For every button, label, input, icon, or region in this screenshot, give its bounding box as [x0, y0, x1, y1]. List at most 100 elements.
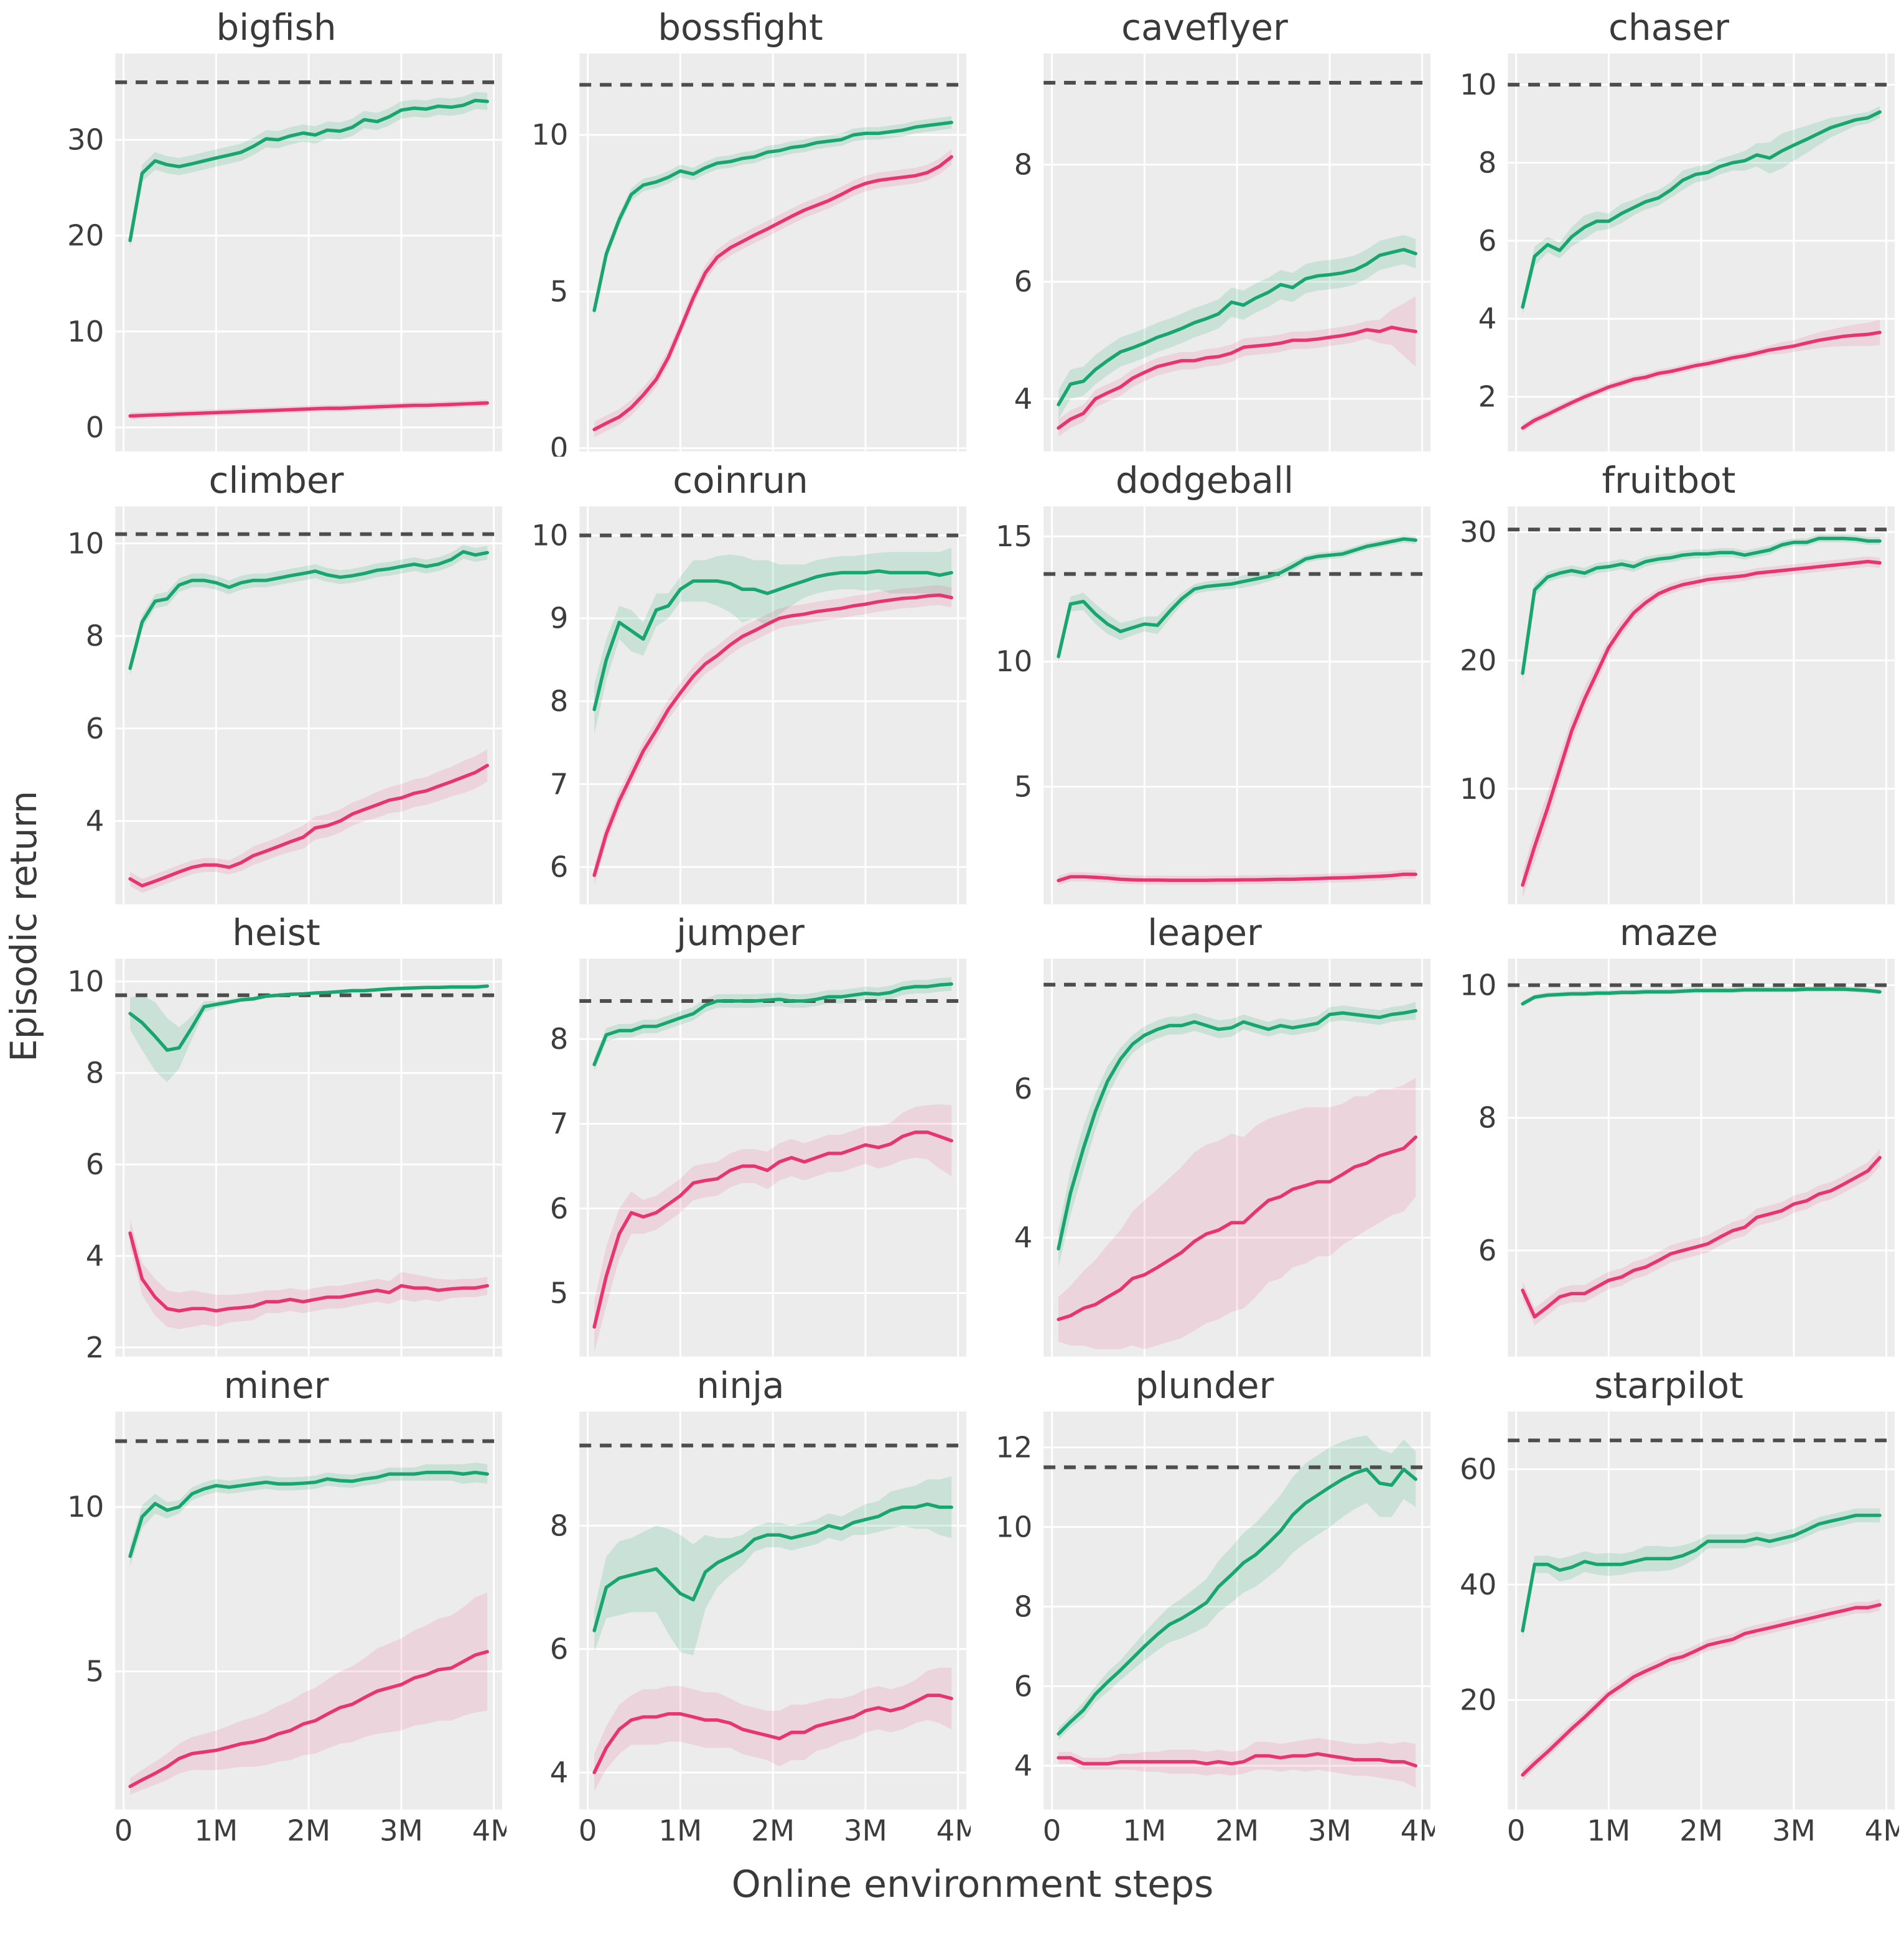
- y-tick-label: 8: [1478, 146, 1497, 180]
- subplot-canvas-maze: 6 8 10: [1460, 959, 1895, 1357]
- pink-series-line: [1057, 872, 1417, 882]
- green-series-line: [1521, 987, 1882, 1006]
- subplot-title: bigfish: [216, 6, 337, 49]
- subplot-title: ninja: [696, 1364, 785, 1407]
- green-series-line: [592, 982, 953, 1066]
- y-tick-label: 8: [86, 1057, 105, 1091]
- green-series-line: [1521, 110, 1882, 309]
- y-tick-label: 30: [1460, 516, 1496, 549]
- y-axis-label: Episodic return: [2, 791, 45, 1062]
- x-tick-label: 4M: [1401, 1814, 1435, 1848]
- subplot-title: coinrun: [673, 459, 808, 501]
- subplot-climber: climber 4 6 8 10: [46, 457, 506, 910]
- subplot-title: climber: [208, 459, 344, 501]
- y-tick-label: 5: [1014, 770, 1033, 804]
- pink-series-line: [1521, 1603, 1882, 1777]
- x-tick-label: 2M: [1679, 1814, 1723, 1848]
- subplot-canvas-starpilot: 20 40 60 0 1M 2M 3M 4M: [1460, 1411, 1899, 1848]
- y-tick-label: 4: [1478, 302, 1497, 336]
- green-confidence-band: [1058, 235, 1416, 419]
- y-tick-label: 10: [1460, 772, 1496, 806]
- x-tick-label: 2M: [1215, 1814, 1259, 1848]
- subplot-canvas-miner: 5 10 0 1M 2M 3M 4M: [67, 1411, 506, 1848]
- y-tick-label: 6: [1478, 225, 1497, 258]
- subplot-canvas-plunder: 4 6 8 10 12 0 1M 2M 3M 4M: [996, 1411, 1435, 1848]
- pink-series-line: [592, 155, 953, 432]
- x-tick-label: 1M: [1122, 1814, 1166, 1848]
- subplot-leaper: leaper 4 6: [974, 909, 1435, 1362]
- green-series-line: [1521, 1513, 1882, 1632]
- y-tick-label: 40: [1460, 1568, 1496, 1602]
- subplot-grid: bigfish 0 10 20 30 bossfight 0 5 10 caveflyer 4 6 8 c…: [46, 4, 1899, 1849]
- pink-series-line: [128, 763, 489, 888]
- subplot-heist: heist 2 4 6 8 10: [46, 909, 506, 1362]
- y-tick-label: 10: [67, 527, 104, 561]
- y-tick-label: 10: [67, 966, 104, 999]
- y-tick-label: 10: [531, 119, 568, 152]
- x-tick-label: 1M: [194, 1814, 238, 1848]
- green-series-line: [1057, 248, 1417, 407]
- subplot-title: heist: [232, 911, 320, 954]
- subplot-starpilot: starpilot 20 40 60 0 1M 2M 3M 4M: [1439, 1362, 1899, 1849]
- y-tick-label: 10: [67, 1491, 104, 1524]
- green-confidence-band: [594, 547, 952, 735]
- y-tick-label: 10: [67, 315, 104, 349]
- x-tick-label: 0: [114, 1814, 133, 1848]
- x-axis-label: Online environment steps: [731, 1862, 1214, 1906]
- subplot-jumper: jumper 5 6 7 8: [510, 909, 971, 1362]
- subplot-maze: maze 6 8 10: [1439, 909, 1899, 1362]
- y-tick-label: 15: [996, 520, 1032, 554]
- subplot-canvas-dodgeball: 5 10 15: [996, 506, 1431, 905]
- subplot-title: plunder: [1135, 1364, 1274, 1407]
- pink-series-line: [592, 1130, 953, 1329]
- y-tick-label: 5: [550, 1277, 569, 1311]
- subplot-title: miner: [223, 1364, 329, 1407]
- x-tick-label: 2M: [287, 1814, 330, 1848]
- y-tick-label: 8: [550, 1023, 569, 1056]
- pink-confidence-band: [130, 1592, 488, 1795]
- y-tick-label: 6: [1014, 1670, 1033, 1703]
- y-tick-label: 5: [550, 276, 569, 309]
- y-tick-label: 6: [550, 1632, 569, 1666]
- y-tick-label: 4: [1014, 1221, 1033, 1255]
- subplot-title: leaper: [1147, 911, 1262, 954]
- pink-series-line: [1521, 559, 1882, 887]
- pink-series-line: [1521, 330, 1882, 430]
- y-tick-label: 4: [86, 1240, 105, 1273]
- pink-series-line: [1521, 1156, 1882, 1319]
- y-tick-label: 6: [86, 1148, 105, 1182]
- subplot-title: dodgeball: [1115, 459, 1294, 501]
- y-tick-label: 60: [1460, 1453, 1496, 1486]
- green-series-line: [592, 569, 953, 711]
- y-tick-label: 2: [86, 1331, 105, 1362]
- y-tick-label: 20: [1460, 1683, 1496, 1717]
- y-tick-label: 8: [1014, 149, 1033, 182]
- y-tick-label: 6: [550, 850, 569, 884]
- green-confidence-band: [130, 1462, 488, 1567]
- subplot-canvas-bigfish: 0 10 20 30: [67, 53, 503, 452]
- y-tick-label: 5: [86, 1655, 105, 1688]
- x-tick-label: 3M: [1308, 1814, 1351, 1848]
- x-tick-label: 4M: [936, 1814, 971, 1848]
- pink-confidence-band: [594, 1104, 952, 1352]
- y-tick-label: 30: [67, 124, 104, 157]
- green-series-line: [1057, 537, 1417, 658]
- y-tick-label: 4: [1014, 1749, 1033, 1783]
- x-tick-label: 1M: [1587, 1814, 1630, 1848]
- subplot-coinrun: coinrun 6 7 8 9 10: [510, 457, 971, 910]
- pink-confidence-band: [1058, 1078, 1416, 1349]
- y-tick-label: 12: [996, 1431, 1032, 1464]
- y-tick-label: 8: [550, 685, 569, 719]
- y-tick-label: 6: [550, 1192, 569, 1226]
- y-tick-label: 20: [67, 220, 104, 253]
- y-tick-label: 6: [1014, 1073, 1033, 1106]
- green-series-line: [128, 549, 489, 670]
- x-tick-label: 3M: [380, 1814, 423, 1848]
- subplot-title: bossfight: [658, 6, 823, 49]
- y-tick-label: 7: [550, 768, 569, 801]
- green-confidence-band: [130, 984, 488, 1082]
- x-tick-label: 1M: [658, 1814, 702, 1848]
- pink-series-line: [1057, 1135, 1417, 1321]
- x-tick-label: 2M: [751, 1814, 795, 1848]
- subplot-bossfight: bossfight 0 5 10: [510, 4, 971, 457]
